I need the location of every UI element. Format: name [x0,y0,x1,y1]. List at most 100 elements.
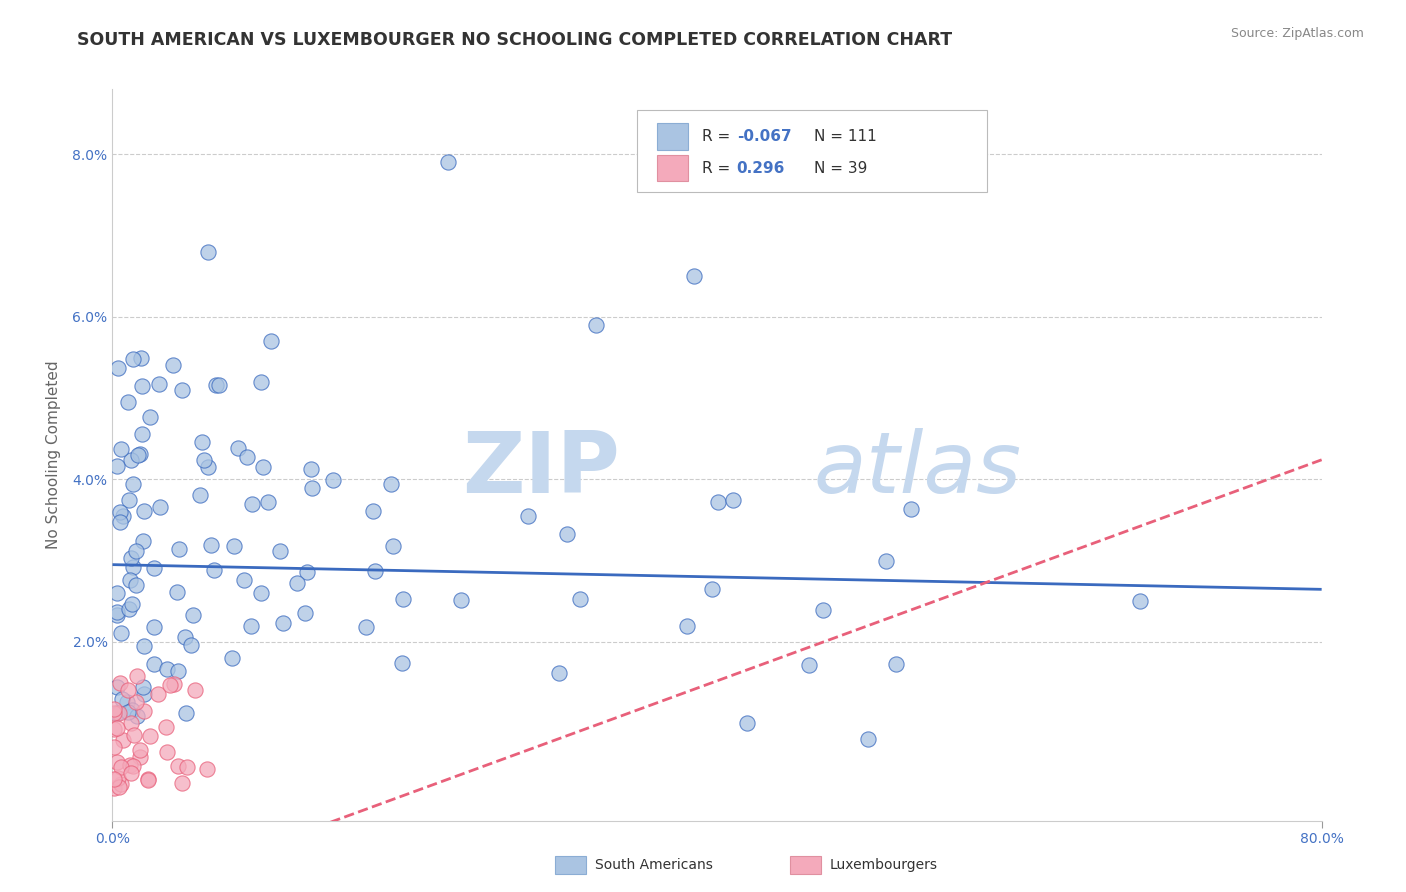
Text: 0.296: 0.296 [737,161,785,176]
Text: ZIP: ZIP [463,428,620,511]
Point [118,573,141,587]
Point [120,766,142,780]
Text: South Americans: South Americans [595,858,713,872]
Point [115,695,138,709]
Point [107,361,129,376]
Point [200,538,222,552]
Point [721,492,744,507]
Text: Source: ZipAtlas.com: Source: ZipAtlas.com [1230,27,1364,40]
Point [301,481,323,495]
Point [103,723,125,737]
Point [221,651,243,665]
Point [361,504,384,518]
Point [105,608,128,623]
Point [108,706,131,720]
Point [125,708,148,723]
Point [162,358,184,372]
Point [103,772,125,786]
Point [103,739,125,754]
Point [382,539,405,553]
Point [131,351,153,365]
Point [127,669,149,683]
Point [222,539,245,553]
Point [117,601,139,615]
Point [156,745,179,759]
Point [110,760,132,774]
Point [110,676,132,690]
Point [239,619,262,633]
Point [260,334,283,348]
Point [122,560,145,574]
Point [233,573,256,587]
Point [121,704,143,718]
Point [105,459,128,474]
Point [139,409,162,424]
Point [516,508,538,523]
Point [294,606,316,620]
Point [202,563,225,577]
Point [226,442,249,456]
Point [856,732,880,747]
Point [174,630,197,644]
Point [110,442,132,457]
Point [125,578,148,592]
Point [174,706,197,721]
Point [392,592,415,607]
Point [121,597,143,611]
Point [811,603,834,617]
Y-axis label: No Schooling Completed: No Schooling Completed [46,360,62,549]
Point [143,561,166,575]
Point [139,730,162,744]
Point [183,607,205,622]
Point [108,505,131,519]
Point [797,657,820,672]
Point [391,656,413,670]
Point [159,678,181,692]
Point [437,155,460,169]
Point [167,664,190,678]
Point [683,269,706,284]
Point [167,541,190,556]
Point [356,620,378,634]
Point [122,352,145,367]
Point [122,759,145,773]
Point [737,716,759,731]
Point [124,543,146,558]
Point [193,453,215,467]
Point [103,702,125,716]
Point [143,620,166,634]
Point [450,592,472,607]
Point [322,474,344,488]
Point [105,680,128,694]
Point [136,772,159,787]
Point [146,687,169,701]
Point [134,504,156,518]
Point [1129,594,1152,608]
Point [180,639,202,653]
Point [555,527,578,541]
Point [105,722,128,736]
Point [285,576,308,591]
Text: R =: R = [702,129,735,145]
Point [172,776,194,790]
Point [132,533,155,548]
Point [134,687,156,701]
Point [117,705,139,719]
Point [585,318,607,332]
Point [120,550,142,565]
Text: Luxembourgers: Luxembourgers [830,858,938,872]
Point [103,780,125,795]
Point [148,500,170,515]
Point [108,515,131,529]
Point [569,592,592,607]
Point [195,762,218,776]
Point [118,492,141,507]
Point [122,728,145,742]
Point [112,733,135,747]
Point [136,772,159,787]
Point [127,448,149,462]
Point [131,426,153,441]
Point [121,477,143,491]
Point [111,509,134,524]
Point [111,692,134,706]
